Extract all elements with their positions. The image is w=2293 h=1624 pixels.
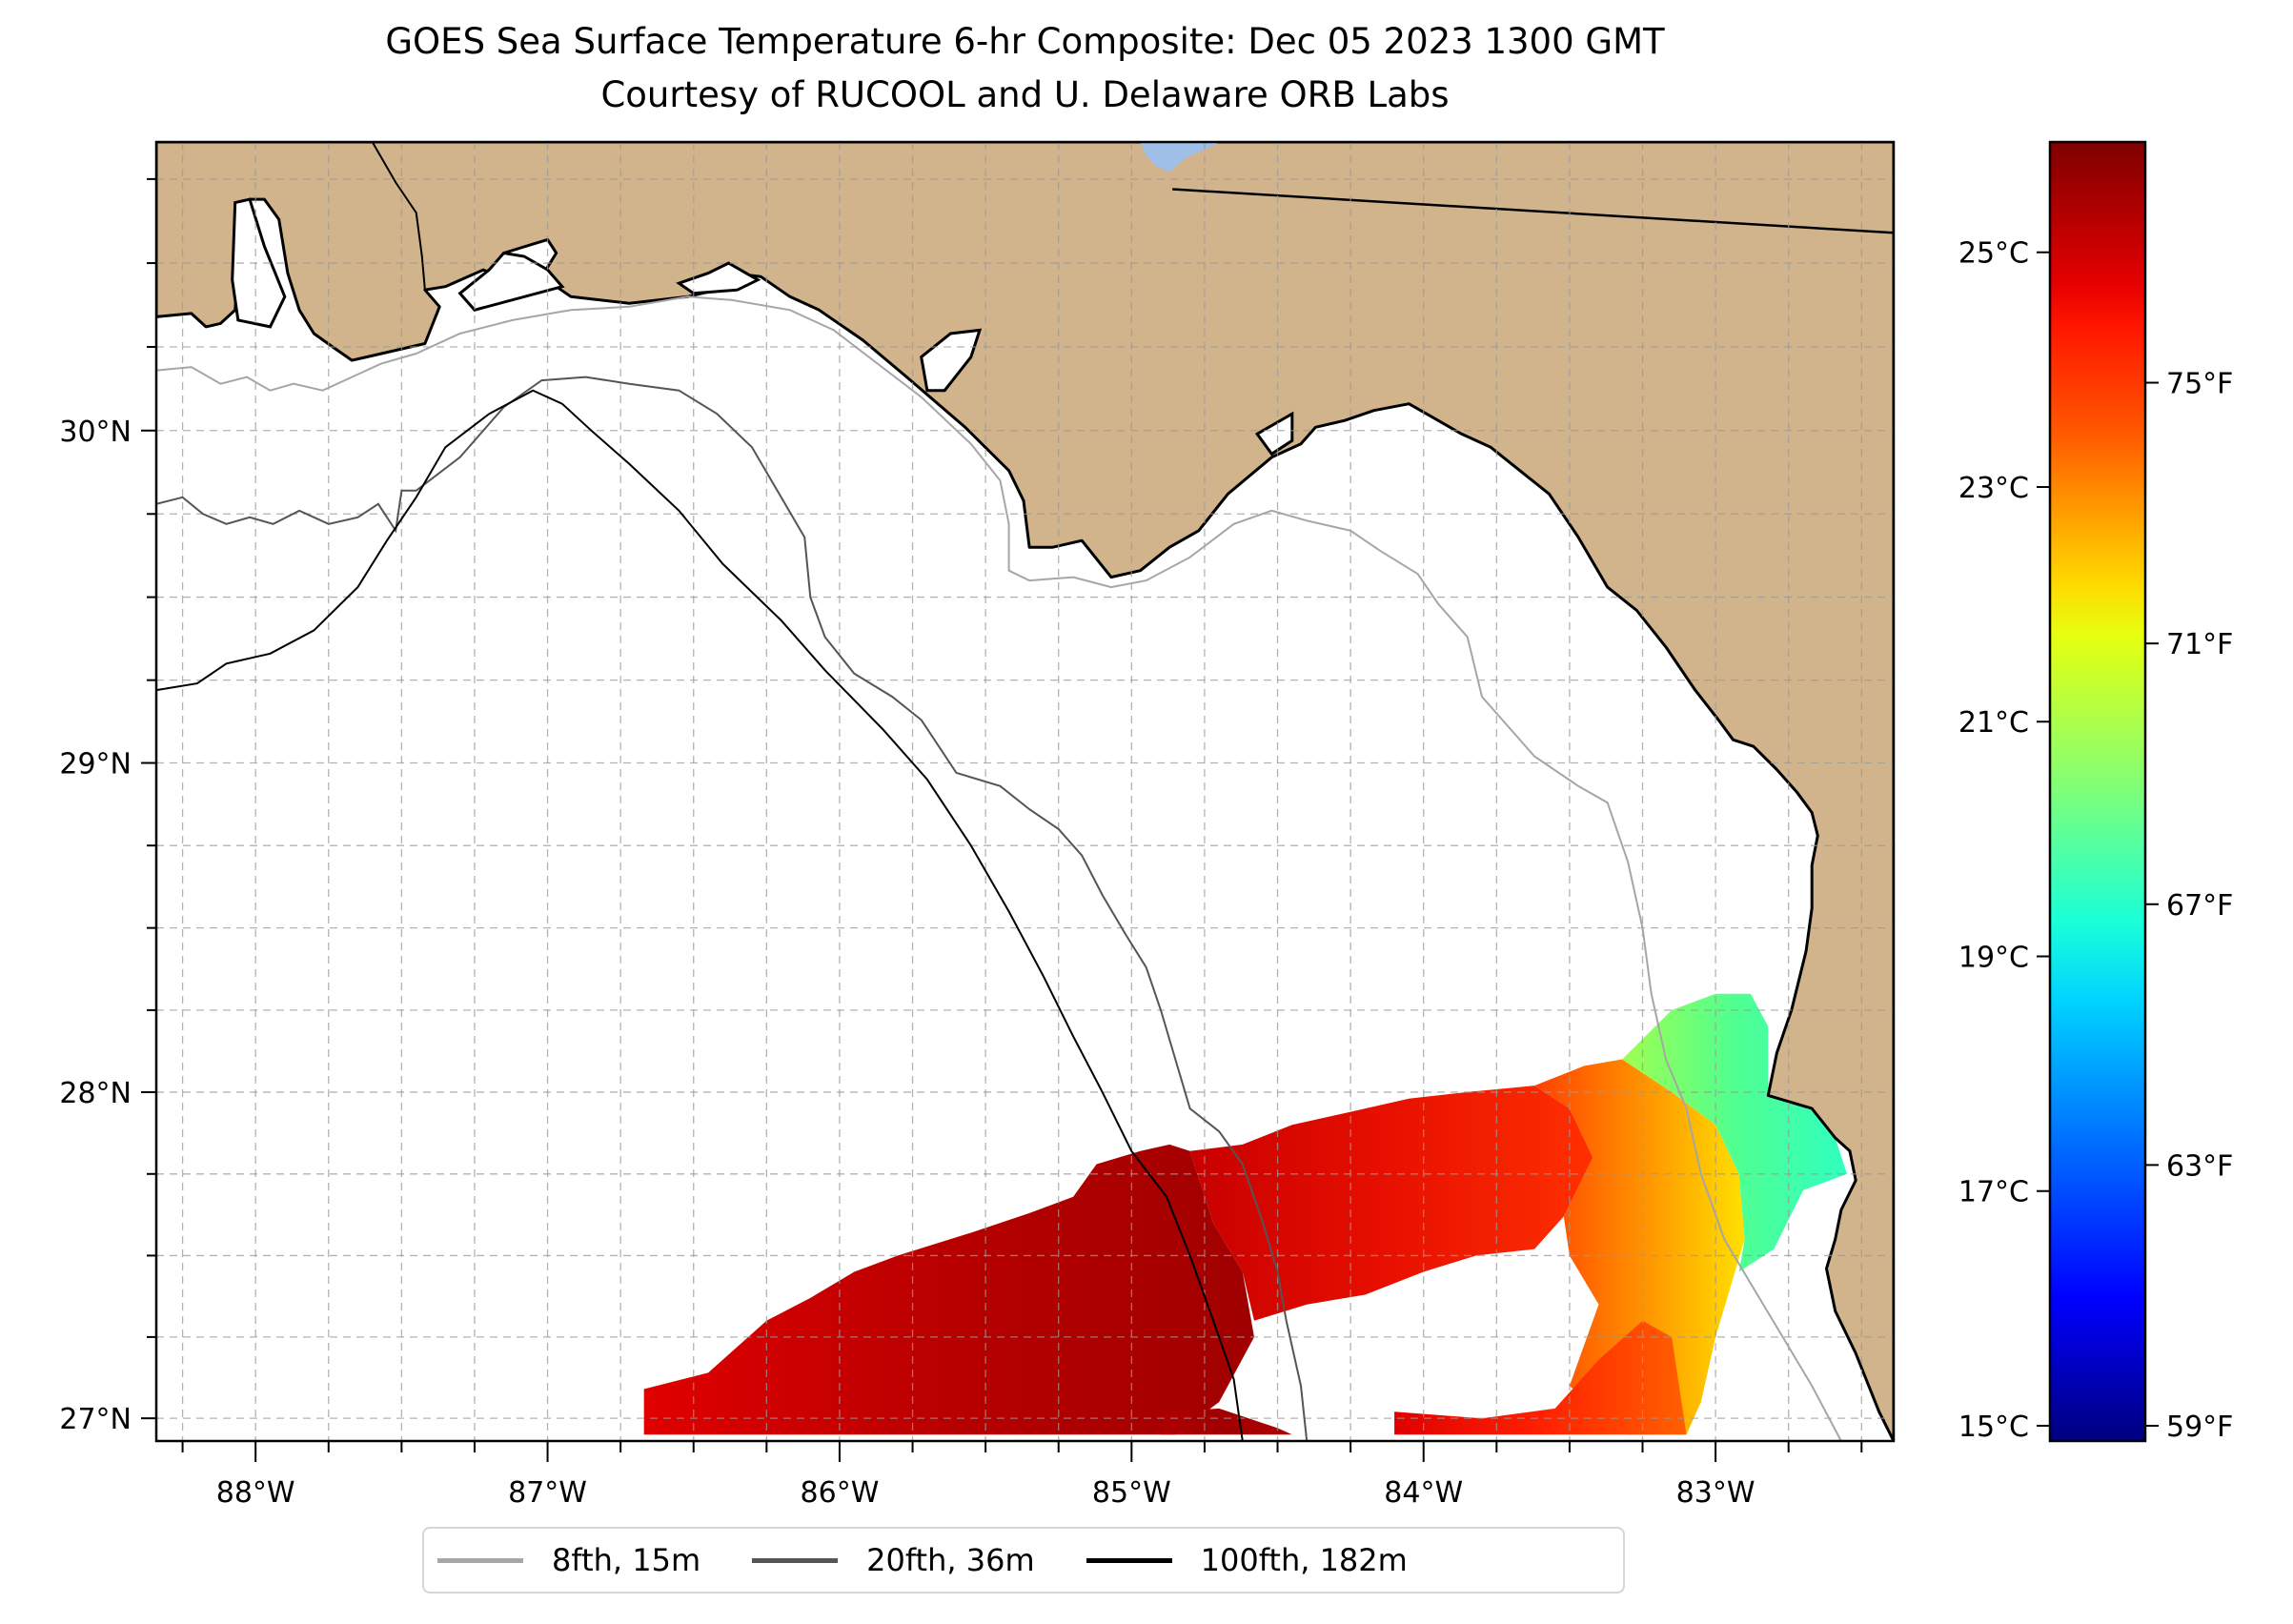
y-tick-label: 28°N	[59, 1077, 132, 1110]
contour-20fth	[156, 376, 1309, 1441]
axes: 88°W 87°W 86°W 85°W 84°W 83°W 27°N 28°N 29°N 30°N	[59, 177, 1863, 1510]
state-boundary-line	[1172, 188, 1894, 234]
contour-100fth	[156, 389, 1244, 1441]
colorbar-label-fahrenheit: 59°F	[2166, 1411, 2233, 1444]
legend-swatch-100fth	[1086, 1557, 1172, 1563]
colorbar-label-celsius: 17°C	[1958, 1176, 2029, 1209]
x-tick-label: 84°W	[1384, 1476, 1463, 1510]
colorbar-label-celsius: 23°C	[1958, 472, 2029, 505]
gridlines	[156, 142, 1894, 1441]
legend-swatch-20fth	[752, 1557, 839, 1563]
x-tick-label: 86°W	[801, 1476, 880, 1510]
plot-frame	[154, 140, 1896, 1443]
colorbar-gradient	[2048, 140, 2147, 1443]
sst-patch-south-small-dark-red	[1161, 1408, 1292, 1435]
chart-title: GOES Sea Surface Temperature 6-hr Compos…	[385, 21, 1665, 62]
y-tick-label: 27°N	[59, 1403, 132, 1436]
bay-water	[1254, 411, 1294, 457]
sst-patch-eastern-orange-yellow	[1534, 1059, 1745, 1435]
bay-water	[920, 328, 983, 393]
bathymetry-contours	[156, 295, 1842, 1441]
legend-item-8fth: 8fth, 15m	[437, 1542, 700, 1578]
sst-patch-western-deep-red	[643, 1144, 1254, 1435]
colorbar-label-fahrenheit: 71°F	[2166, 628, 2233, 661]
colorbar-label-fahrenheit: 63°F	[2166, 1149, 2233, 1183]
legend-label-8fth: 8fth, 15m	[552, 1542, 701, 1578]
x-tick-label: 88°W	[216, 1476, 295, 1510]
colorbar-label-celsius: 25°C	[1958, 237, 2029, 271]
legend: 8fth, 15m 20fth, 36m 100fth, 182m	[422, 1527, 1625, 1594]
legend-swatch-8fth	[437, 1557, 523, 1563]
sst-layer	[643, 993, 1847, 1435]
sst-patch-southern-red-strip	[1394, 1320, 1687, 1435]
colorbar-label-celsius: 21°C	[1958, 706, 2029, 740]
legend-label-100fth: 100fth, 182m	[1200, 1542, 1408, 1578]
colorbar-label-fahrenheit: 75°F	[2166, 368, 2233, 401]
x-tick-label: 83°W	[1676, 1476, 1755, 1510]
bay-water	[231, 197, 287, 329]
contour-8fth	[156, 295, 1842, 1441]
sst-patch-central-red	[1189, 1086, 1593, 1321]
y-tick-label: 29°N	[59, 748, 132, 782]
colorbar-label-celsius: 19°C	[1958, 941, 2029, 974]
legend-label-20fth: 20fth, 36m	[866, 1542, 1035, 1578]
colorbar-ticks: 15°C 17°C 19°C 21°C 23°C 25°C 59°F 63°F 67°F 71°F…	[1958, 237, 2234, 1444]
x-tick-label: 87°W	[508, 1476, 587, 1510]
lake	[1140, 142, 1220, 173]
inland-border-line	[371, 142, 426, 291]
colorbar-label-fahrenheit: 67°F	[2166, 889, 2233, 923]
x-tick-label: 85°W	[1092, 1476, 1171, 1510]
colorbar-label-celsius: 15°C	[1958, 1411, 2029, 1444]
legend-item-100fth: 100fth, 182m	[1086, 1542, 1408, 1578]
y-tick-label: 30°N	[59, 416, 132, 449]
chart-subtitle: Courtesy of RUCOOL and U. Delaware ORB L…	[600, 74, 1450, 115]
legend-item-20fth: 20fth, 36m	[752, 1542, 1035, 1578]
plot-area	[156, 142, 1894, 1441]
sst-patch-nearshore-green	[1622, 993, 1847, 1272]
land-mass	[156, 142, 1894, 1441]
colorbar: 15°C 17°C 19°C 21°C 23°C 25°C 59°F 63°F 67°F 71°F…	[1958, 140, 2234, 1444]
